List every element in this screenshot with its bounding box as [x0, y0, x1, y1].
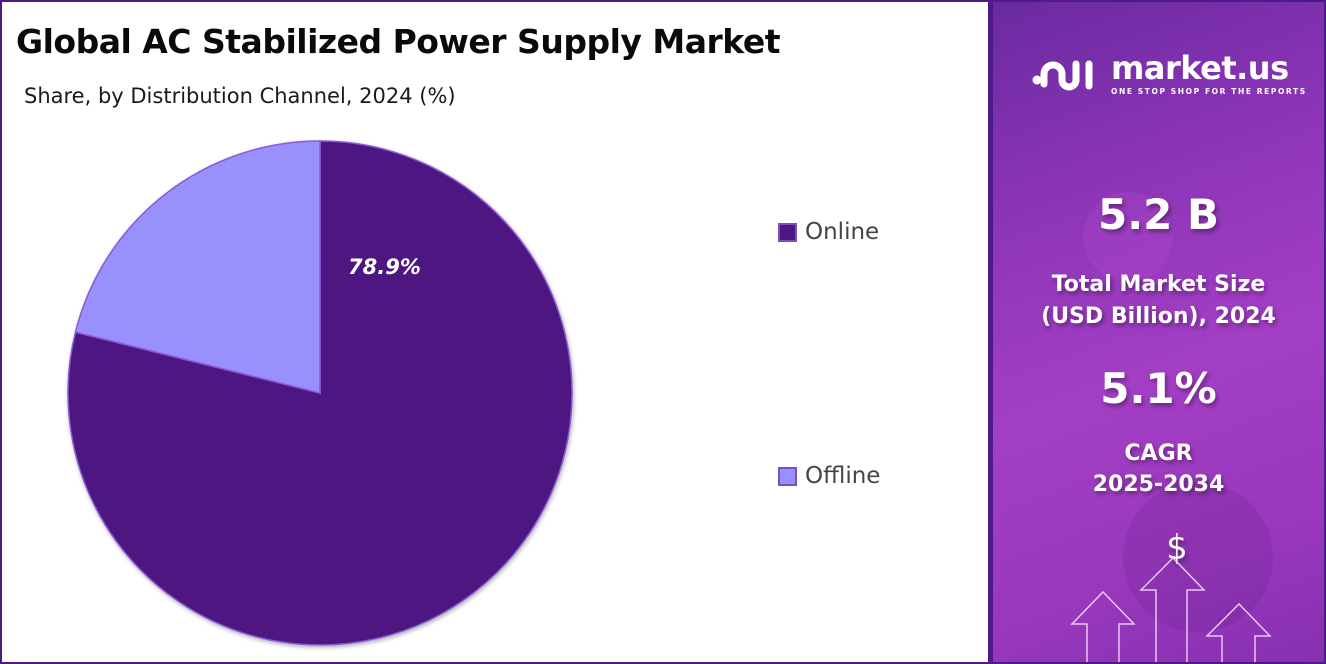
cagr-label-line2: 2025-2034 [1092, 472, 1225, 497]
background-decor [1123, 482, 1273, 632]
market-size-value: 5.2 B [1097, 190, 1220, 239]
background-decor [1083, 192, 1173, 282]
legend-item-offline[interactable]: Offline [778, 463, 880, 489]
legend-swatch-online [778, 222, 797, 242]
summary-sidebar: market.us ONE STOP SHOP FOR THE REPORTS … [993, 2, 1324, 662]
cagr-value: 5.1% [1100, 364, 1217, 413]
cagr-label-line1: CAGR [1124, 441, 1193, 466]
chart-subtitle: Share, by Distribution Channel, 2024 (%) [24, 84, 456, 108]
market-size-label-line2: (USD Billion), 2024 [1041, 304, 1276, 329]
legend-label-offline: Offline [805, 463, 881, 489]
legend-item-online[interactable]: Online [778, 219, 879, 245]
brand-logo: market.us ONE STOP SHOP FOR THE REPORTS [1031, 50, 1307, 98]
growth-arrows-icon [1070, 556, 1272, 662]
chart-title: Global AC Stabilized Power Supply Market [16, 22, 780, 61]
brand-name: market.us [1111, 49, 1289, 87]
dollar-icon: $ [1166, 528, 1188, 568]
market-us-logo-icon [1032, 60, 1093, 91]
market-size-label-line1: Total Market Size [1051, 272, 1266, 297]
chart-panel: Global AC Stabilized Power Supply Market… [2, 2, 988, 662]
legend-swatch-offline [778, 466, 797, 486]
pie-chart [67, 140, 573, 646]
pie-label-online: 78.9% [348, 255, 421, 279]
brand-tagline: ONE STOP SHOP FOR THE REPORTS [1111, 87, 1307, 96]
legend-label-online: Online [805, 219, 880, 245]
pie-slice-offline[interactable] [74, 140, 321, 394]
